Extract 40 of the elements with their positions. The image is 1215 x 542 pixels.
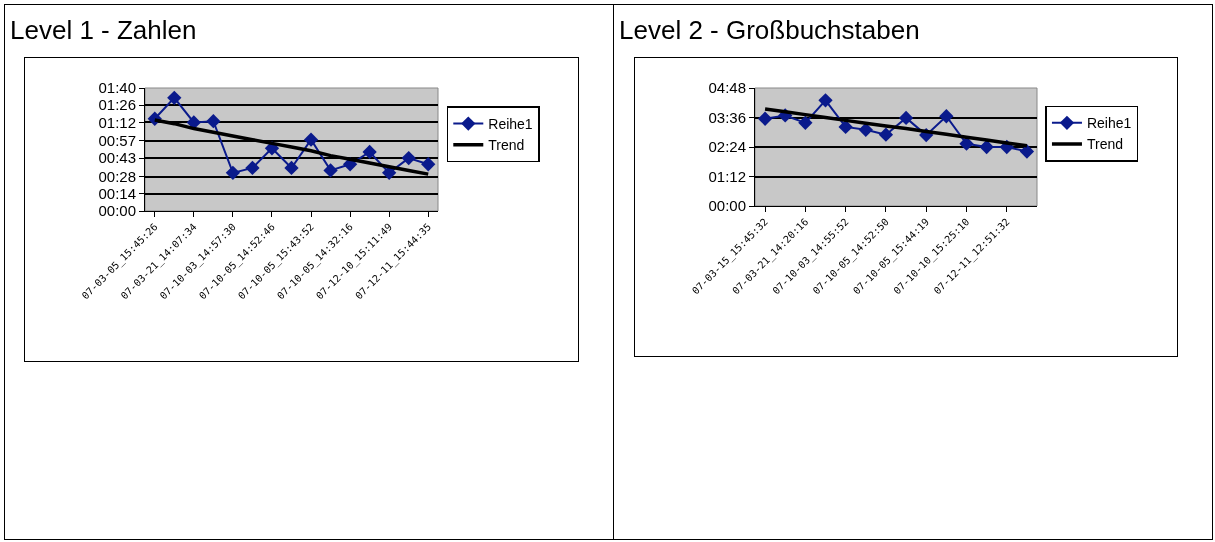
point — [979, 139, 994, 155]
point — [225, 165, 241, 181]
y-tick-label: 01:12 — [98, 113, 136, 131]
point — [1019, 144, 1035, 159]
legend-label: Trend — [488, 137, 525, 154]
y-tick-label: 00:43 — [98, 149, 136, 167]
point — [898, 110, 914, 126]
point — [858, 122, 873, 137]
y-tick-label: 01:40 — [98, 79, 136, 97]
point — [838, 119, 853, 135]
point — [206, 114, 221, 129]
y-tick-label: 00:00 — [98, 202, 136, 220]
y-tick-label: 01:12 — [708, 167, 746, 185]
y-tick-label: 00:14 — [98, 185, 136, 203]
y-tick-label: 00:00 — [708, 197, 746, 215]
y-tick-label: 00:57 — [98, 132, 136, 150]
point — [245, 160, 260, 176]
point — [818, 93, 833, 108]
point — [959, 136, 974, 151]
legend-label: Reihe1 — [1086, 115, 1132, 132]
point — [401, 150, 416, 166]
y-tick-label: 00:28 — [98, 167, 136, 185]
y-tick-label: 04:48 — [708, 79, 746, 97]
point — [362, 144, 377, 160]
chart-title: Level 2 - Großbuchstaben — [619, 15, 920, 46]
point — [323, 163, 338, 178]
point — [421, 157, 436, 172]
y-tick-label: 01:26 — [98, 96, 136, 114]
legend-label: Reihe1 — [488, 116, 533, 133]
y-tick-label: 02:24 — [708, 138, 746, 156]
chart-title: Level 1 - Zahlen — [10, 15, 197, 46]
point — [303, 132, 319, 147]
point — [798, 115, 813, 130]
point — [878, 127, 894, 142]
point — [757, 111, 773, 126]
legend-label: Trend — [1086, 136, 1124, 153]
y-tick-label: 03:36 — [708, 108, 746, 126]
point — [284, 160, 299, 176]
point — [167, 90, 182, 105]
point — [939, 109, 954, 124]
